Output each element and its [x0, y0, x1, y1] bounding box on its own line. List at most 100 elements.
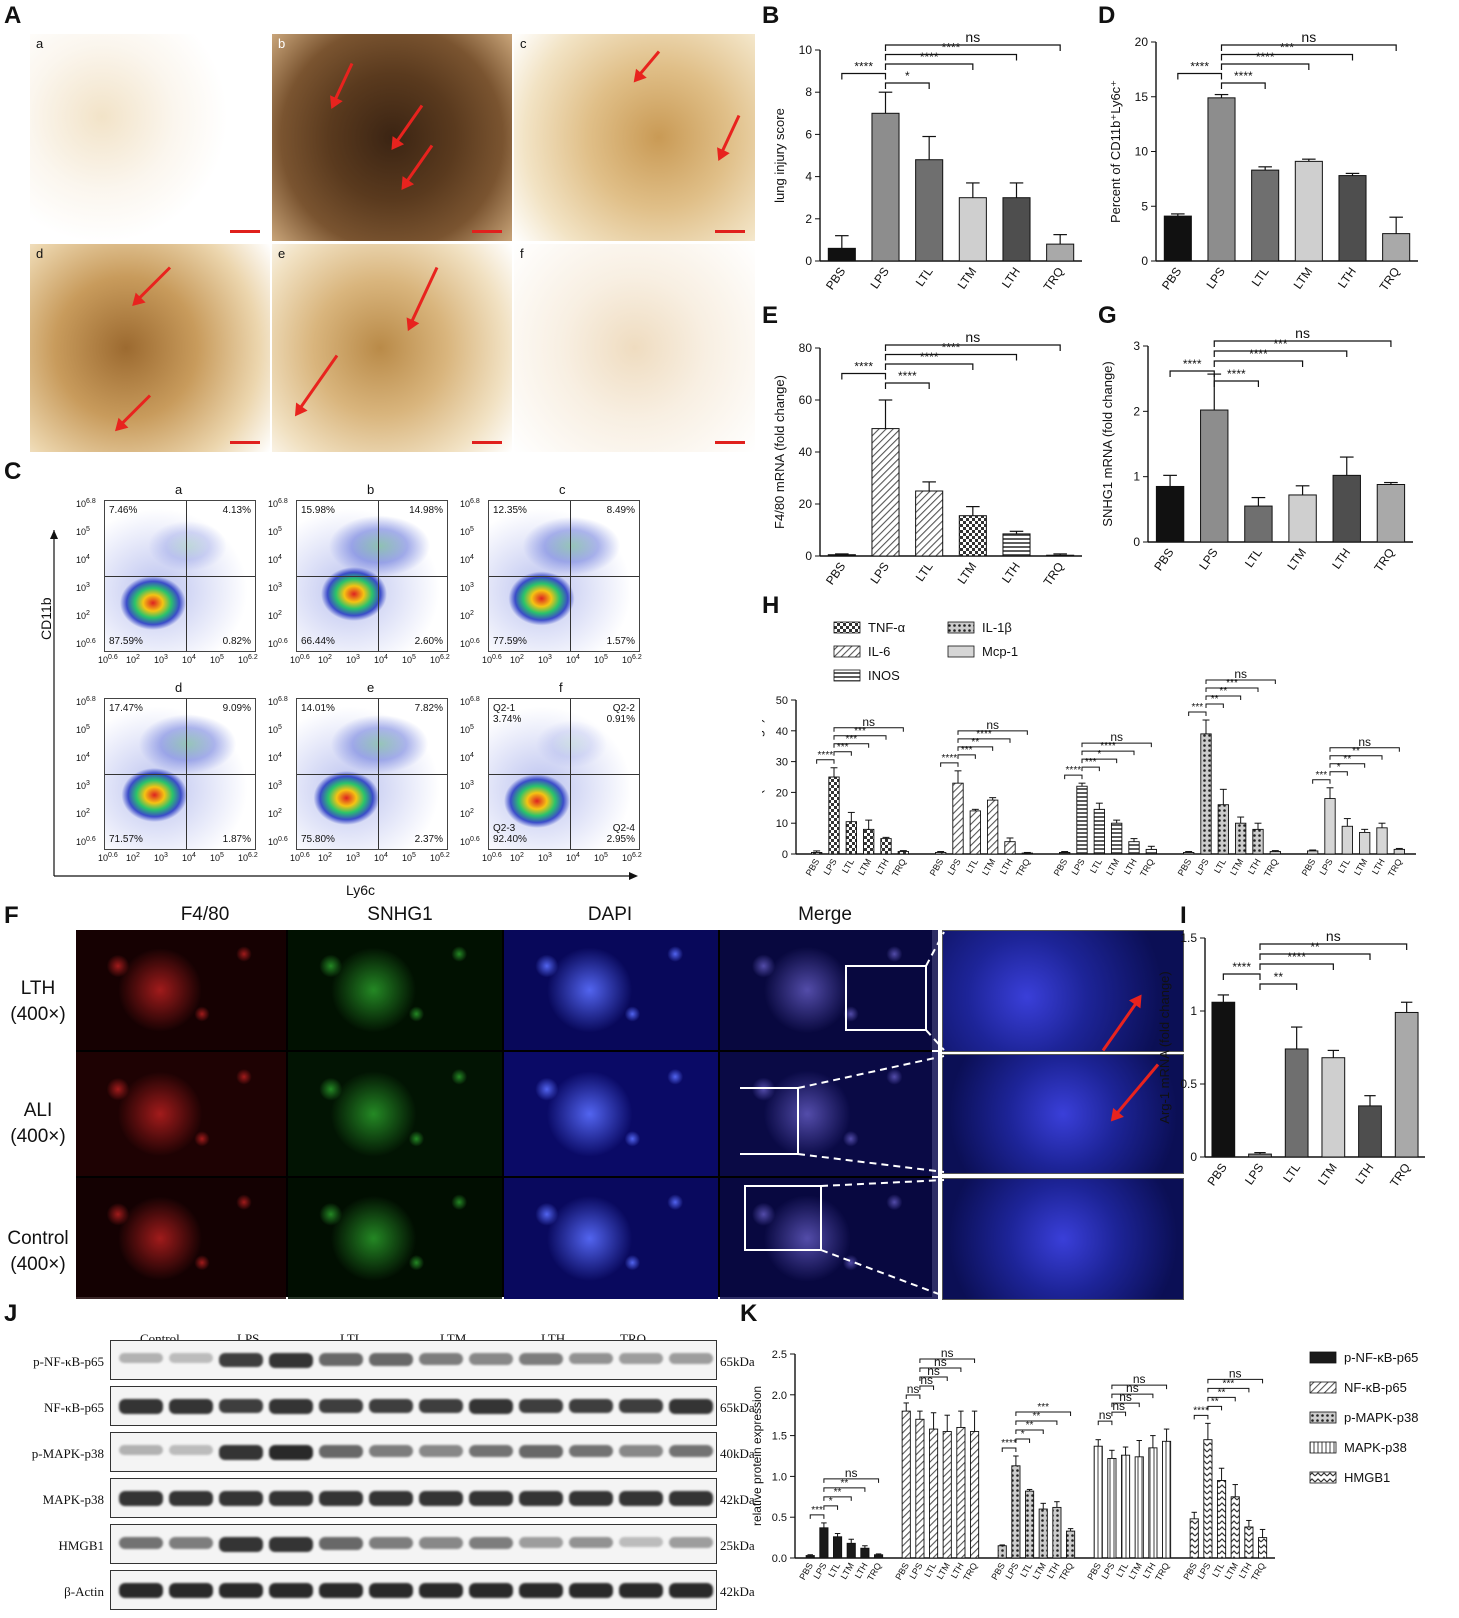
flow-x-tick-label: 103 — [538, 852, 552, 863]
legend-swatch — [1309, 1351, 1337, 1364]
bar — [1332, 474, 1361, 543]
flow-y-tick-label: 102 — [460, 610, 474, 621]
flow-tick-base: 10 — [76, 555, 87, 565]
flow-tick-exponent: 0.6 — [86, 638, 96, 645]
bar — [1217, 1480, 1227, 1559]
micrograph-sublabel: a — [36, 36, 44, 51]
bar — [1107, 1457, 1117, 1559]
flow-y-tick-label: 100.6 — [460, 836, 480, 847]
quadrant-ur-value: 7.82% — [414, 703, 443, 714]
x-tick-label: LPS — [1070, 857, 1087, 877]
y-axis-label: Arg-1 mRNA (fold change) — [1157, 971, 1172, 1123]
flow-y-tick-label: 105 — [76, 526, 90, 537]
bar — [1038, 1508, 1048, 1559]
x-tick-label: LPS — [946, 857, 963, 877]
sig-label: **** — [1001, 1438, 1017, 1449]
flow-tick-base: 10 — [268, 639, 279, 649]
flow-y-tick-label: 104 — [268, 752, 282, 763]
y-axis-label: SNHG1 mRNA (fold change) — [1100, 361, 1115, 526]
x-tick-label: PBS — [1052, 857, 1070, 878]
scale-bar — [472, 441, 502, 444]
sig-label: ns — [934, 1355, 947, 1369]
x-tick-label: LPS — [907, 1561, 924, 1581]
flow-tick-exponent: 6.8 — [470, 498, 480, 505]
flow-axes-frame — [50, 530, 638, 880]
fluor-tile-snhg1 — [288, 930, 502, 1050]
y-axis-label: F4/80 mRNA (fold change) — [772, 375, 787, 529]
sig-bracket — [1193, 1414, 1209, 1420]
flow-y-tick-label: 100.6 — [268, 638, 288, 649]
y-tick-label: 2 — [1133, 404, 1140, 418]
flow-tick-base: 10 — [402, 853, 413, 863]
flow-tick-exponent: 4 — [86, 554, 90, 561]
flow-tick-exponent: 2 — [470, 808, 474, 815]
flow-tick-base: 10 — [622, 655, 633, 665]
y-tick-label: 60 — [799, 393, 813, 407]
flow-x-tick-label: 104 — [566, 654, 580, 665]
x-tick-label: LTL — [913, 264, 936, 289]
sig-bracket — [1111, 1411, 1127, 1417]
bar — [846, 1542, 856, 1559]
wb-band — [119, 1583, 163, 1599]
wb-band — [319, 1491, 363, 1506]
x-tick-label: TRQ — [1138, 857, 1156, 878]
flow-tick-base: 10 — [182, 655, 193, 665]
sig-bracket — [1329, 771, 1348, 776]
panel-label-d: D — [1098, 2, 1116, 29]
fluor-row-label: Control (400×) — [0, 1226, 76, 1278]
sig-label: ** — [1211, 694, 1219, 705]
y-tick-label: 40 — [776, 726, 788, 738]
flow-tick-exponent: 2 — [136, 654, 140, 661]
flow-tick-exponent: 2 — [278, 610, 282, 617]
sig-bracket — [1259, 953, 1371, 960]
wb-band — [569, 1583, 613, 1599]
wb-kda-label: 25kDa — [720, 1538, 755, 1553]
flow-tick-base: 10 — [76, 583, 87, 593]
flow-x-tick-label: 100.6 — [482, 852, 502, 863]
flow-tick-base: 10 — [154, 655, 165, 665]
legend-swatch — [1309, 1471, 1337, 1484]
sig-bracket — [1213, 360, 1304, 367]
y-tick-label: 20 — [1135, 35, 1149, 49]
bar — [845, 821, 857, 855]
bar — [952, 782, 964, 855]
bar — [827, 554, 856, 557]
sig-bracket — [1205, 679, 1276, 685]
y-tick-label: 1.5 — [772, 1431, 787, 1443]
sig-bracket — [884, 53, 1018, 61]
sig-bracket — [884, 44, 1061, 51]
x-tick-label: LTH — [1246, 857, 1263, 876]
flow-tick-exponent: 4 — [278, 554, 282, 561]
wb-band-strip — [110, 1570, 717, 1610]
flow-tick-exponent: 5 — [604, 654, 608, 661]
flow-tick-base: 10 — [622, 853, 633, 863]
x-tick-label: LTH — [1370, 857, 1387, 876]
flow-tick-exponent: 2 — [86, 610, 90, 617]
bar — [1207, 97, 1236, 262]
panel-label-a: A — [4, 2, 22, 29]
flow-y-tick-label: 106.8 — [268, 498, 288, 509]
sig-label: *** — [1226, 678, 1238, 689]
y-axis-label: lung injury score — [772, 108, 787, 203]
flow-tick-exponent: 3 — [164, 654, 168, 661]
quadrant-ul-value: 17.47% — [109, 703, 143, 714]
fluorescence-grid — [76, 930, 938, 1299]
flow-x-tick-label: 105 — [210, 654, 224, 665]
flow-x-tick-label: 103 — [346, 852, 360, 863]
scale-bar — [715, 230, 745, 233]
bar — [1244, 1526, 1254, 1559]
wb-band — [569, 1491, 613, 1506]
sig-label: **** — [1256, 50, 1275, 64]
sig-bracket — [1329, 747, 1400, 752]
y-tick-label: 10 — [776, 818, 788, 830]
sig-bracket — [884, 363, 974, 370]
quadrant-ul-value: 7.46% — [109, 505, 138, 516]
bar — [1046, 243, 1075, 262]
x-tick-label: LPS — [1099, 1561, 1116, 1581]
flow-tick-base: 10 — [594, 853, 605, 863]
sig-bracket — [833, 735, 887, 740]
flow-plot-sublabel: a — [175, 482, 183, 497]
bar — [1382, 233, 1411, 262]
micrograph-d: d — [30, 244, 270, 452]
fluor-tile-dapi — [504, 930, 718, 1050]
